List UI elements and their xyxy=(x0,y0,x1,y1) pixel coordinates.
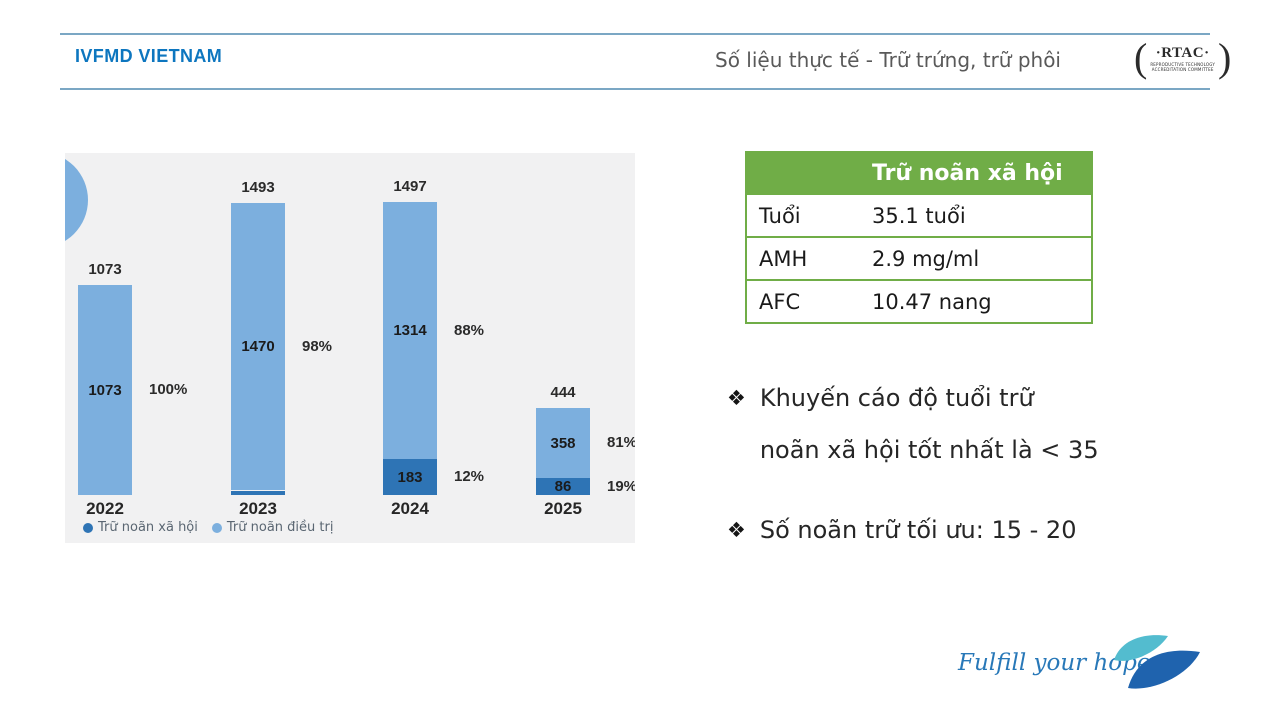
table-row-value: 35.1 tuổi xyxy=(864,193,1092,237)
legend-label: Trữ noãn điều trị xyxy=(226,520,334,535)
bar-total-label: 1493 xyxy=(241,179,275,197)
legend-item: Trữ noãn xã hội xyxy=(83,520,198,535)
bar-segment-dieu-tri-2023: 1470 xyxy=(231,203,285,491)
bar-percent-label: 12% xyxy=(454,468,485,486)
rtac-logo: ( ·RTAC· REPRODUCTIVE TECHNOLOGY ACCREDI… xyxy=(1134,36,1231,80)
note-text-line: noãn xã hội tốt nhất là < 35 xyxy=(759,436,1099,464)
chart-legend: Trữ noãn xã hội Trữ noãn điều trị xyxy=(83,520,333,535)
decorative-circle xyxy=(65,153,88,248)
bar-percent-label: 81% xyxy=(607,434,635,452)
brand-text: IVFMD VIETNAM xyxy=(75,46,223,66)
bar-segment-dieu-tri-2022: 1073 xyxy=(78,285,132,495)
header-bottom-rule xyxy=(60,88,1210,90)
note-text-line: Khuyến cáo độ tuổi trữ xyxy=(759,384,1034,412)
stats-table: Trữ noãn xã hội Tuổi 35.1 tuổi AMH 2.9 mg/m… xyxy=(745,151,1093,324)
bar-value-label: 86 xyxy=(554,478,572,496)
table-row-value: 10.47 nang xyxy=(864,279,1092,323)
bar-segment-xa-hoi-2024: 183 xyxy=(383,459,437,495)
bar-total-label: 1073 xyxy=(88,261,122,279)
table-row: Tuổi 35.1 tuổi xyxy=(746,193,1092,237)
table-header-row: Trữ noãn xã hội xyxy=(746,152,1092,194)
x-axis-label-2022: 2022 xyxy=(86,499,124,518)
leaf-logo-icon xyxy=(1114,635,1200,689)
table-row: AMH 2.9 mg/ml xyxy=(746,236,1092,280)
table-header-empty-cell xyxy=(746,152,864,194)
bar-percent-label: 88% xyxy=(454,321,485,339)
bar-total-label: 1497 xyxy=(393,178,427,196)
note-item: ❖ Số noãn trữ tối ưu: 15 - 20 xyxy=(727,504,1147,556)
bar-segment-dieu-tri-2024: 1314 xyxy=(383,202,437,460)
rtac-paren-right: ) xyxy=(1218,35,1232,80)
table-row: AFC 10.47 nang xyxy=(746,279,1092,323)
bar-total-label: 444 xyxy=(550,384,576,402)
bullet-icon: ❖ xyxy=(727,518,746,542)
notes-block: ❖ Khuyến cáo độ tuổi trữ noãn xã hội tốt n… xyxy=(727,372,1147,584)
bar-value-label: 1073 xyxy=(88,381,122,399)
rtac-paren-left: ( xyxy=(1134,35,1148,80)
rtac-subtext-line1: REPRODUCTIVE TECHNOLOGY xyxy=(1150,61,1216,67)
table-row-label: AFC xyxy=(746,279,864,323)
rtac-subtext-line2: ACCREDITATION COMMITTEE xyxy=(1151,66,1214,72)
bullet-icon: ❖ xyxy=(727,386,746,410)
rtac-acronym: ·RTAC· xyxy=(1155,44,1210,61)
table-row-value: 2.9 mg/ml xyxy=(864,236,1092,280)
table-row-label: Tuổi xyxy=(746,193,864,237)
legend-marker-icon xyxy=(211,522,222,533)
x-axis-label-2023: 2023 xyxy=(239,499,277,518)
bar-percent-label: 19% xyxy=(607,477,635,495)
table-row-label: AMH xyxy=(746,236,864,280)
bar-segment-dieu-tri-2025: 358 xyxy=(536,408,590,479)
bar-value-label: 1314 xyxy=(393,322,427,340)
bar-value-label: 358 xyxy=(550,434,576,452)
bar-percent-label: 98% xyxy=(302,337,333,355)
bar-chart: 1073 1073 100% 2022 1470 1493 98% 2023 183 1314 14… xyxy=(65,153,635,543)
legend-label: Trữ noãn xã hội xyxy=(98,520,198,535)
bar-segment-xa-hoi-2023 xyxy=(231,490,285,495)
x-axis-label-2025: 2025 xyxy=(544,499,582,518)
note-text-line: Số noãn trữ tối ưu: 15 - 20 xyxy=(759,516,1077,544)
bar-value-label: 1470 xyxy=(241,338,275,356)
page-title: Số liệu thực tế - Trữ trứng, trữ phôi xyxy=(715,48,1061,72)
table-header-title: Trữ noãn xã hội xyxy=(864,152,1092,194)
header-top-rule xyxy=(60,33,1210,35)
x-axis-label-2024: 2024 xyxy=(391,499,429,518)
bar-segment-xa-hoi-2025: 86 xyxy=(536,478,590,495)
legend-marker-icon xyxy=(83,522,93,533)
bar-percent-label: 100% xyxy=(149,381,188,399)
note-item: ❖ Khuyến cáo độ tuổi trữ noãn xã hội tốt n… xyxy=(727,372,1147,476)
legend-item: Trữ noãn điều trị xyxy=(211,520,334,535)
bar-value-label: 183 xyxy=(397,468,423,486)
